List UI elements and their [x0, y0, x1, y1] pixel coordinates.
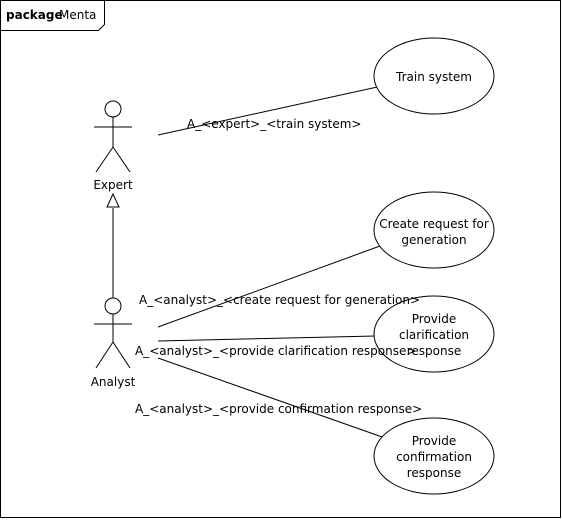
- use-case-create-request-ellipse: [373, 191, 495, 269]
- actor-analyst[interactable]: Analyst: [91, 297, 136, 389]
- association-line-analyst-create[interactable]: [157, 245, 381, 328]
- package-name: Menta: [59, 8, 96, 22]
- use-case-clarification-ellipse: [373, 295, 495, 373]
- actor-analyst-head: [104, 297, 122, 315]
- actor-analyst-left-leg: [95, 341, 114, 369]
- use-case-train-system-ellipse: [373, 37, 495, 115]
- association-line-analyst-confirmation[interactable]: [157, 357, 386, 439]
- use-case-clarification-line-2: clarification: [399, 328, 469, 342]
- use-case-train-system[interactable]: Train system: [373, 37, 495, 115]
- use-case-confirmation-line-2: confirmation: [396, 450, 472, 464]
- use-case-clarification-line-3: response: [407, 344, 462, 358]
- use-case-train-system-line-1: Train system: [395, 70, 472, 84]
- use-case-confirmation-line-1: Provide: [412, 434, 456, 448]
- use-case-clarification[interactable]: Provide clarification response: [373, 295, 495, 373]
- association-label-analyst-create: A_<analyst>_<create request for generati…: [139, 293, 420, 307]
- actor-analyst-label: Analyst: [91, 375, 136, 389]
- actor-expert-label: Expert: [93, 178, 133, 192]
- use-case-confirmation[interactable]: Provide confirmation response: [373, 417, 495, 495]
- use-case-create-request[interactable]: Create request for generation: [373, 191, 495, 269]
- actor-expert[interactable]: Expert: [93, 100, 133, 192]
- use-case-create-request-line-1: Create request for: [379, 217, 489, 231]
- association-line-expert-train[interactable]: [157, 85, 383, 136]
- package-keyword: package: [6, 8, 63, 22]
- association-line-analyst-clarification[interactable]: [157, 335, 377, 342]
- generalization-arrowhead: [106, 192, 120, 208]
- association-label-analyst-clarification: A_<analyst>_<provide clarification respo…: [135, 344, 416, 358]
- association-label-expert-train: A_<expert>_<train system>: [187, 117, 361, 131]
- use-case-create-request-line-2: generation: [401, 233, 466, 247]
- use-case-confirmation-line-3: response: [407, 466, 462, 480]
- actor-expert-left-leg: [95, 146, 114, 173]
- use-case-clarification-line-1: Provide: [412, 312, 456, 326]
- actor-expert-right-leg: [112, 146, 131, 173]
- package-tab: [0, 0, 105, 31]
- association-label-analyst-confirmation: A_<analyst>_<provide confirmation respon…: [135, 402, 422, 416]
- use-case-confirmation-ellipse: [373, 417, 495, 495]
- actor-analyst-right-leg: [112, 341, 131, 369]
- actor-expert-head: [104, 100, 122, 118]
